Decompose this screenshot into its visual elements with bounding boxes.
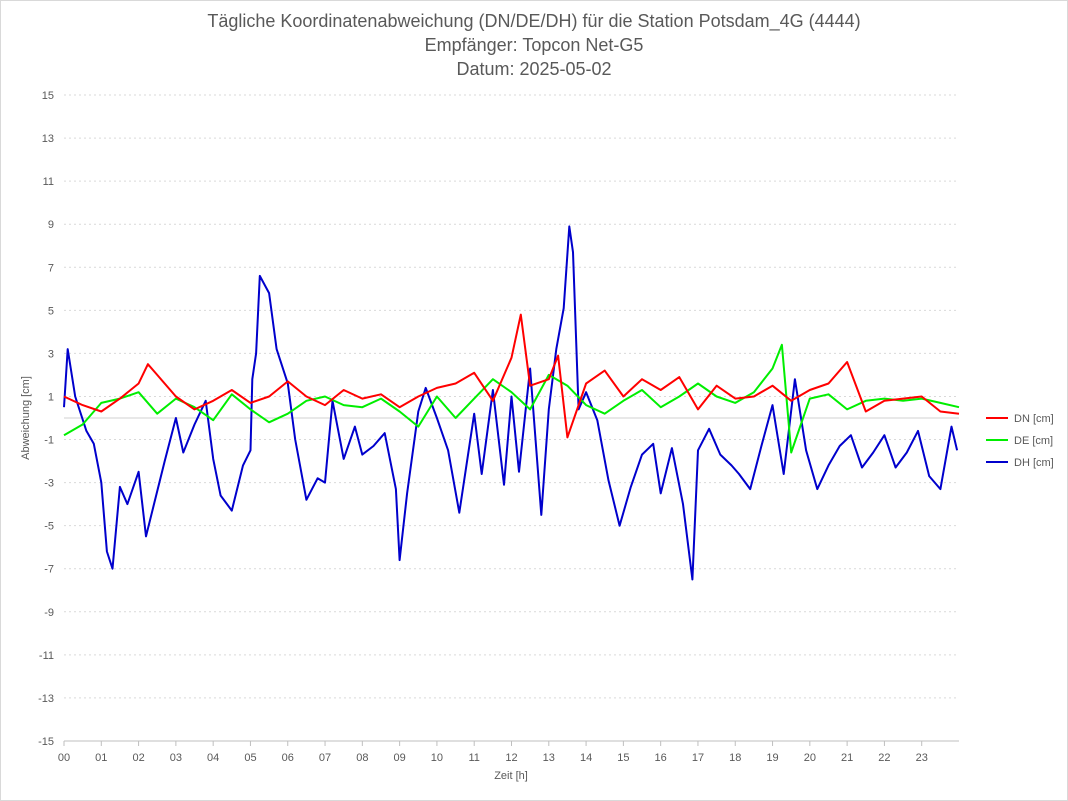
y-tick-label: 13 xyxy=(42,133,54,145)
chart-subtitle: Empfänger: Topcon Net-G5 xyxy=(424,35,644,55)
grid-lines xyxy=(64,94,959,742)
y-tick-label: -5 xyxy=(44,521,54,533)
y-tick-label: 7 xyxy=(48,262,54,274)
x-tick-label: 03 xyxy=(170,752,182,764)
x-tick-label: 04 xyxy=(207,752,219,764)
x-tick-label: 11 xyxy=(468,752,479,764)
x-tick-label: 21 xyxy=(841,752,853,764)
x-tick-label: 09 xyxy=(394,752,406,764)
y-tick-label: -3 xyxy=(44,478,54,490)
x-tick-label: 06 xyxy=(282,752,294,764)
x-tick-label: 13 xyxy=(543,752,555,764)
x-tick-label: 20 xyxy=(804,752,816,764)
x-tick-label: 16 xyxy=(655,752,667,764)
x-tick-label: 18 xyxy=(729,752,741,764)
y-axis-label: Abweichung [cm] xyxy=(20,376,32,460)
y-tick-label: 1 xyxy=(48,391,54,403)
x-tick-label: 00 xyxy=(58,752,70,764)
x-tick-label: 10 xyxy=(431,752,443,764)
y-tick-label: -1 xyxy=(44,435,54,447)
y-tick-label: 15 xyxy=(42,90,54,102)
series-lines xyxy=(63,225,960,581)
y-tick-label: -15 xyxy=(38,736,54,748)
y-tick-label: -13 xyxy=(38,693,54,705)
legend: DN [cm] DE [cm] DH [cm] xyxy=(986,413,1054,469)
chart-date-line: Datum: 2025-05-02 xyxy=(456,59,612,79)
x-tick-label: 02 xyxy=(132,752,144,764)
y-tick-label: 5 xyxy=(48,305,54,317)
y-tick-label: -11 xyxy=(39,650,54,662)
y-axis-ticks: 15 13 11 9 7 5 3 1 -1 -3 -5 -7 -9 -11 -13 -15 xyxy=(38,90,54,748)
x-tick-label: 01 xyxy=(95,752,107,764)
x-tick-label: 19 xyxy=(766,752,778,764)
y-tick-label: 11 xyxy=(43,176,54,188)
x-tick-label: 12 xyxy=(505,752,517,764)
x-axis-label: Zeit [h] xyxy=(494,770,528,782)
y-tick-label: 3 xyxy=(48,348,54,360)
x-tick-label: 17 xyxy=(692,752,704,764)
legend-label: DN [cm] xyxy=(1014,413,1054,425)
x-tick-label: 14 xyxy=(580,752,592,764)
x-tick-label: 07 xyxy=(319,752,331,764)
x-tick-label: 22 xyxy=(878,752,890,764)
y-tick-label: -7 xyxy=(44,564,54,576)
legend-label: DE [cm] xyxy=(1014,435,1053,447)
series-dh-line xyxy=(63,225,959,581)
y-tick-label: -9 xyxy=(44,607,54,619)
x-tick-label: 15 xyxy=(617,752,629,764)
x-tick-label: 08 xyxy=(356,752,368,764)
chart-title: Tägliche Koordinatenabweichung (DN/DE/DH… xyxy=(207,11,861,31)
legend-label: DH [cm] xyxy=(1014,457,1054,469)
series-de-line xyxy=(63,343,960,454)
y-tick-label: 9 xyxy=(48,219,54,231)
x-axis-ticks: 00 01 02 03 04 05 06 07 08 09 10 11 12 13 14 15 16 17 18 19… xyxy=(58,741,928,764)
series-dn-line xyxy=(63,313,960,439)
x-tick-label: 05 xyxy=(244,752,256,764)
x-tick-label: 23 xyxy=(916,752,928,764)
